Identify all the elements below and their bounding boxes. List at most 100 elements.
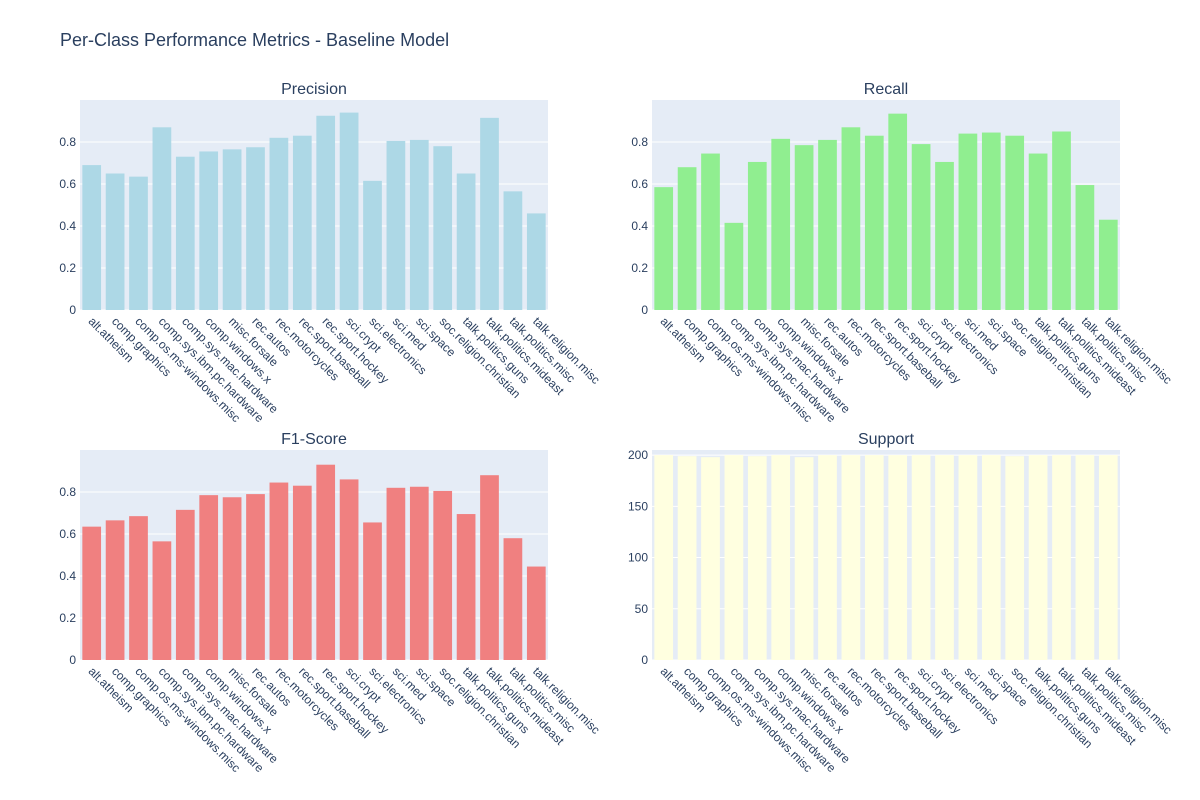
- bar-sci-electronics: [935, 161, 954, 310]
- chart-title: Per-Class Performance Metrics - Baseline…: [60, 30, 450, 50]
- bar-rec-autos: [246, 494, 265, 660]
- y-tick-label: 0.2: [631, 261, 648, 275]
- bar-comp-sys-ibm-pc-hardware: [152, 127, 172, 310]
- bar-talk-politics-mideast: [480, 475, 499, 660]
- y-tick-label: 0.4: [631, 219, 648, 233]
- bar-alt-atheism: [82, 526, 102, 660]
- bar-comp-sys-mac-hardware: [175, 156, 195, 310]
- bar-comp-sys-mac-hardware: [747, 161, 767, 310]
- bar-comp-os-ms-windows-misc: [129, 176, 148, 310]
- bar-comp-graphics: [677, 167, 697, 310]
- y-tick-label: 200: [628, 448, 648, 462]
- bar-talk-politics-guns: [456, 173, 476, 310]
- subplot-title: Precision: [281, 81, 347, 98]
- y-tick-label: 0.6: [59, 527, 76, 541]
- bar-sci-med: [958, 133, 978, 310]
- bar-sci-med: [958, 455, 978, 660]
- bar-soc-religion-christian: [1005, 135, 1025, 310]
- bar-talk-religion-misc: [1098, 455, 1118, 660]
- bar-sci-electronics: [363, 180, 382, 310]
- bar-rec-sport-baseball: [292, 485, 312, 660]
- y-tick-label: 0: [641, 303, 648, 317]
- bar-rec-autos: [818, 455, 837, 660]
- bar-comp-graphics: [105, 520, 125, 660]
- bar-talk-politics-mideast: [1052, 131, 1071, 310]
- bar-talk-religion-misc: [1098, 219, 1118, 310]
- bar-rec-sport-hockey: [316, 464, 336, 660]
- y-tick-label: 0: [69, 653, 76, 667]
- bar-soc-religion-christian: [1005, 456, 1025, 660]
- bar-sci-crypt: [911, 455, 931, 660]
- y-tick-label: 50: [635, 602, 649, 616]
- bar-comp-os-ms-windows-misc: [129, 516, 148, 660]
- bar-sci-space: [981, 455, 1001, 660]
- bar-talk-politics-misc: [503, 538, 523, 660]
- y-tick-label: 0.6: [59, 177, 76, 191]
- y-tick-label: 0.4: [59, 219, 76, 233]
- bar-sci-crypt: [911, 144, 931, 310]
- bar-rec-sport-baseball: [864, 135, 884, 310]
- bar-rec-sport-hockey: [316, 115, 336, 310]
- y-tick-label: 0.8: [59, 485, 76, 499]
- bar-talk-politics-guns: [1028, 153, 1048, 310]
- bar-misc-forsale: [794, 145, 814, 310]
- bar-talk-politics-mideast: [1052, 455, 1071, 660]
- bar-rec-motorcycles: [269, 137, 289, 310]
- plot-background: [80, 100, 548, 310]
- bar-sci-crypt: [339, 112, 359, 310]
- y-tick-label: 0.2: [59, 261, 76, 275]
- bar-rec-motorcycles: [269, 482, 289, 660]
- bar-sci-med: [386, 140, 406, 310]
- bar-comp-sys-mac-hardware: [175, 509, 195, 660]
- subplot-f1-score: 00.20.40.60.8alt.atheismcomp.graphicscom…: [59, 431, 602, 775]
- bar-sci-electronics: [363, 522, 382, 660]
- bar-talk-politics-misc: [503, 191, 523, 310]
- y-tick-label: 0.4: [59, 569, 76, 583]
- y-tick-label: 150: [628, 499, 648, 513]
- bar-comp-os-ms-windows-misc: [701, 457, 720, 660]
- bar-sci-electronics: [935, 455, 954, 660]
- bar-comp-graphics: [105, 173, 125, 310]
- bar-comp-windows-x: [199, 151, 219, 310]
- bar-talk-politics-mideast: [480, 117, 499, 310]
- bar-misc-forsale: [222, 497, 242, 660]
- bar-sci-med: [386, 487, 406, 660]
- bar-alt-atheism: [654, 187, 674, 310]
- bar-talk-politics-misc: [1075, 455, 1095, 660]
- bar-comp-windows-x: [771, 455, 791, 660]
- bar-soc-religion-christian: [433, 146, 453, 310]
- bar-alt-atheism: [82, 165, 102, 310]
- bar-rec-sport-hockey: [888, 113, 908, 311]
- bar-talk-politics-guns: [1028, 455, 1048, 660]
- bar-sci-space: [409, 139, 429, 310]
- bar-misc-forsale: [222, 149, 242, 310]
- bar-soc-religion-christian: [433, 490, 453, 660]
- bar-alt-atheism: [654, 455, 674, 660]
- bar-talk-politics-guns: [456, 514, 476, 660]
- bar-rec-sport-hockey: [888, 455, 908, 660]
- bar-sci-space: [981, 132, 1001, 310]
- bar-rec-autos: [246, 147, 265, 310]
- y-tick-label: 0: [69, 303, 76, 317]
- subplot-support: 050100150200alt.atheismcomp.graphicscomp…: [628, 431, 1175, 775]
- bar-comp-sys-ibm-pc-hardware: [724, 455, 744, 660]
- bar-talk-politics-misc: [1075, 185, 1095, 310]
- plot-background: [652, 100, 1120, 310]
- bar-rec-sport-baseball: [292, 135, 312, 310]
- bar-sci-space: [409, 486, 429, 660]
- y-tick-label: 0.8: [631, 135, 648, 149]
- plot-background: [80, 450, 548, 660]
- bar-rec-motorcycles: [841, 127, 861, 310]
- bar-talk-religion-misc: [526, 566, 546, 660]
- y-tick-label: 0.2: [59, 611, 76, 625]
- subplot-title: Support: [858, 431, 915, 448]
- subplot-precision: 00.20.40.60.8alt.atheismcomp.graphicscom…: [59, 81, 602, 425]
- bar-comp-sys-ibm-pc-hardware: [724, 222, 744, 310]
- bar-sci-crypt: [339, 479, 359, 660]
- y-tick-label: 0: [641, 653, 648, 667]
- bar-comp-graphics: [677, 456, 697, 660]
- bar-comp-windows-x: [199, 495, 219, 660]
- bar-comp-sys-ibm-pc-hardware: [152, 541, 172, 660]
- bar-comp-sys-mac-hardware: [747, 456, 767, 660]
